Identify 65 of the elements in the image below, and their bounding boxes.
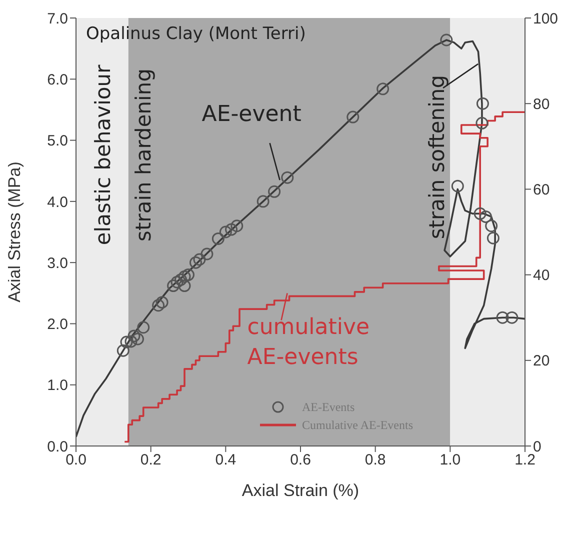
point: [124, 335, 138, 348]
point: [479, 210, 492, 223]
point: [156, 296, 168, 309]
point: [120, 336, 133, 348]
x-tick-label: 1.0: [440, 452, 461, 469]
point: [131, 332, 144, 346]
point: [486, 232, 500, 244]
y2-tick-label: 20: [533, 352, 550, 370]
point: [451, 180, 464, 192]
x-tick-label: 0.8: [364, 452, 386, 469]
y-tick-label: 4.0: [47, 194, 68, 211]
y-tick-label: 3.0: [47, 254, 68, 272]
point: [170, 276, 184, 288]
y2-tick-label: 0: [533, 438, 542, 456]
y-tick-label: 7.0: [47, 10, 68, 28]
x-tick-label: 0.2: [140, 452, 162, 469]
point: [189, 256, 202, 269]
x-tick-label: 1.2: [514, 452, 536, 469]
point: [506, 311, 518, 324]
annotation: AE-event: [202, 102, 302, 128]
point: [230, 220, 244, 232]
point: [476, 116, 488, 130]
point: [178, 280, 191, 292]
point: [182, 268, 194, 282]
point: [496, 311, 509, 324]
y-tick-label: 2.0: [47, 316, 68, 334]
x-axis-title: Axial Strain (%): [242, 481, 360, 500]
point: [440, 34, 453, 46]
x-tick-label: 0.4: [215, 452, 236, 469]
x-tick-label: 0.6: [290, 452, 311, 469]
point: [116, 344, 130, 357]
point: [152, 299, 165, 312]
x-tick-label: 0.0: [66, 452, 86, 469]
point: [281, 171, 294, 184]
y2-tick-label: 80: [533, 96, 550, 113]
point: [346, 110, 360, 124]
point: [128, 330, 140, 342]
point: [219, 226, 232, 238]
point: [485, 220, 498, 232]
y2-tick-label: 100: [533, 10, 558, 28]
point: [376, 82, 390, 96]
point: [174, 273, 188, 286]
y2-tick-label: 40: [533, 267, 550, 284]
y-tick-label: 5.0: [47, 132, 68, 150]
y-tick-label: 6.0: [47, 71, 68, 88]
point: [193, 253, 206, 266]
point: [137, 321, 150, 334]
point: [200, 248, 214, 260]
point: [268, 185, 281, 198]
point: [178, 270, 191, 283]
annotation: strain softening: [425, 74, 450, 240]
annotation: cumulative AE-events: [247, 315, 370, 370]
y2-tick-label: 60: [533, 182, 550, 199]
point: [476, 97, 489, 110]
point: [212, 232, 224, 245]
band-label: strain hardening: [131, 68, 156, 242]
point: [167, 280, 180, 292]
point: [474, 207, 486, 220]
point: [225, 223, 238, 236]
y-axis-title: Axial Stress (MPa): [5, 162, 24, 302]
chart-title: Opalinus Clay (Mont Terri): [86, 24, 306, 44]
point: [256, 195, 270, 208]
band-label: elastic behaviour: [91, 64, 116, 246]
y-tick-label: 1.0: [47, 377, 68, 394]
y-tick-label: 0.0: [47, 438, 68, 456]
